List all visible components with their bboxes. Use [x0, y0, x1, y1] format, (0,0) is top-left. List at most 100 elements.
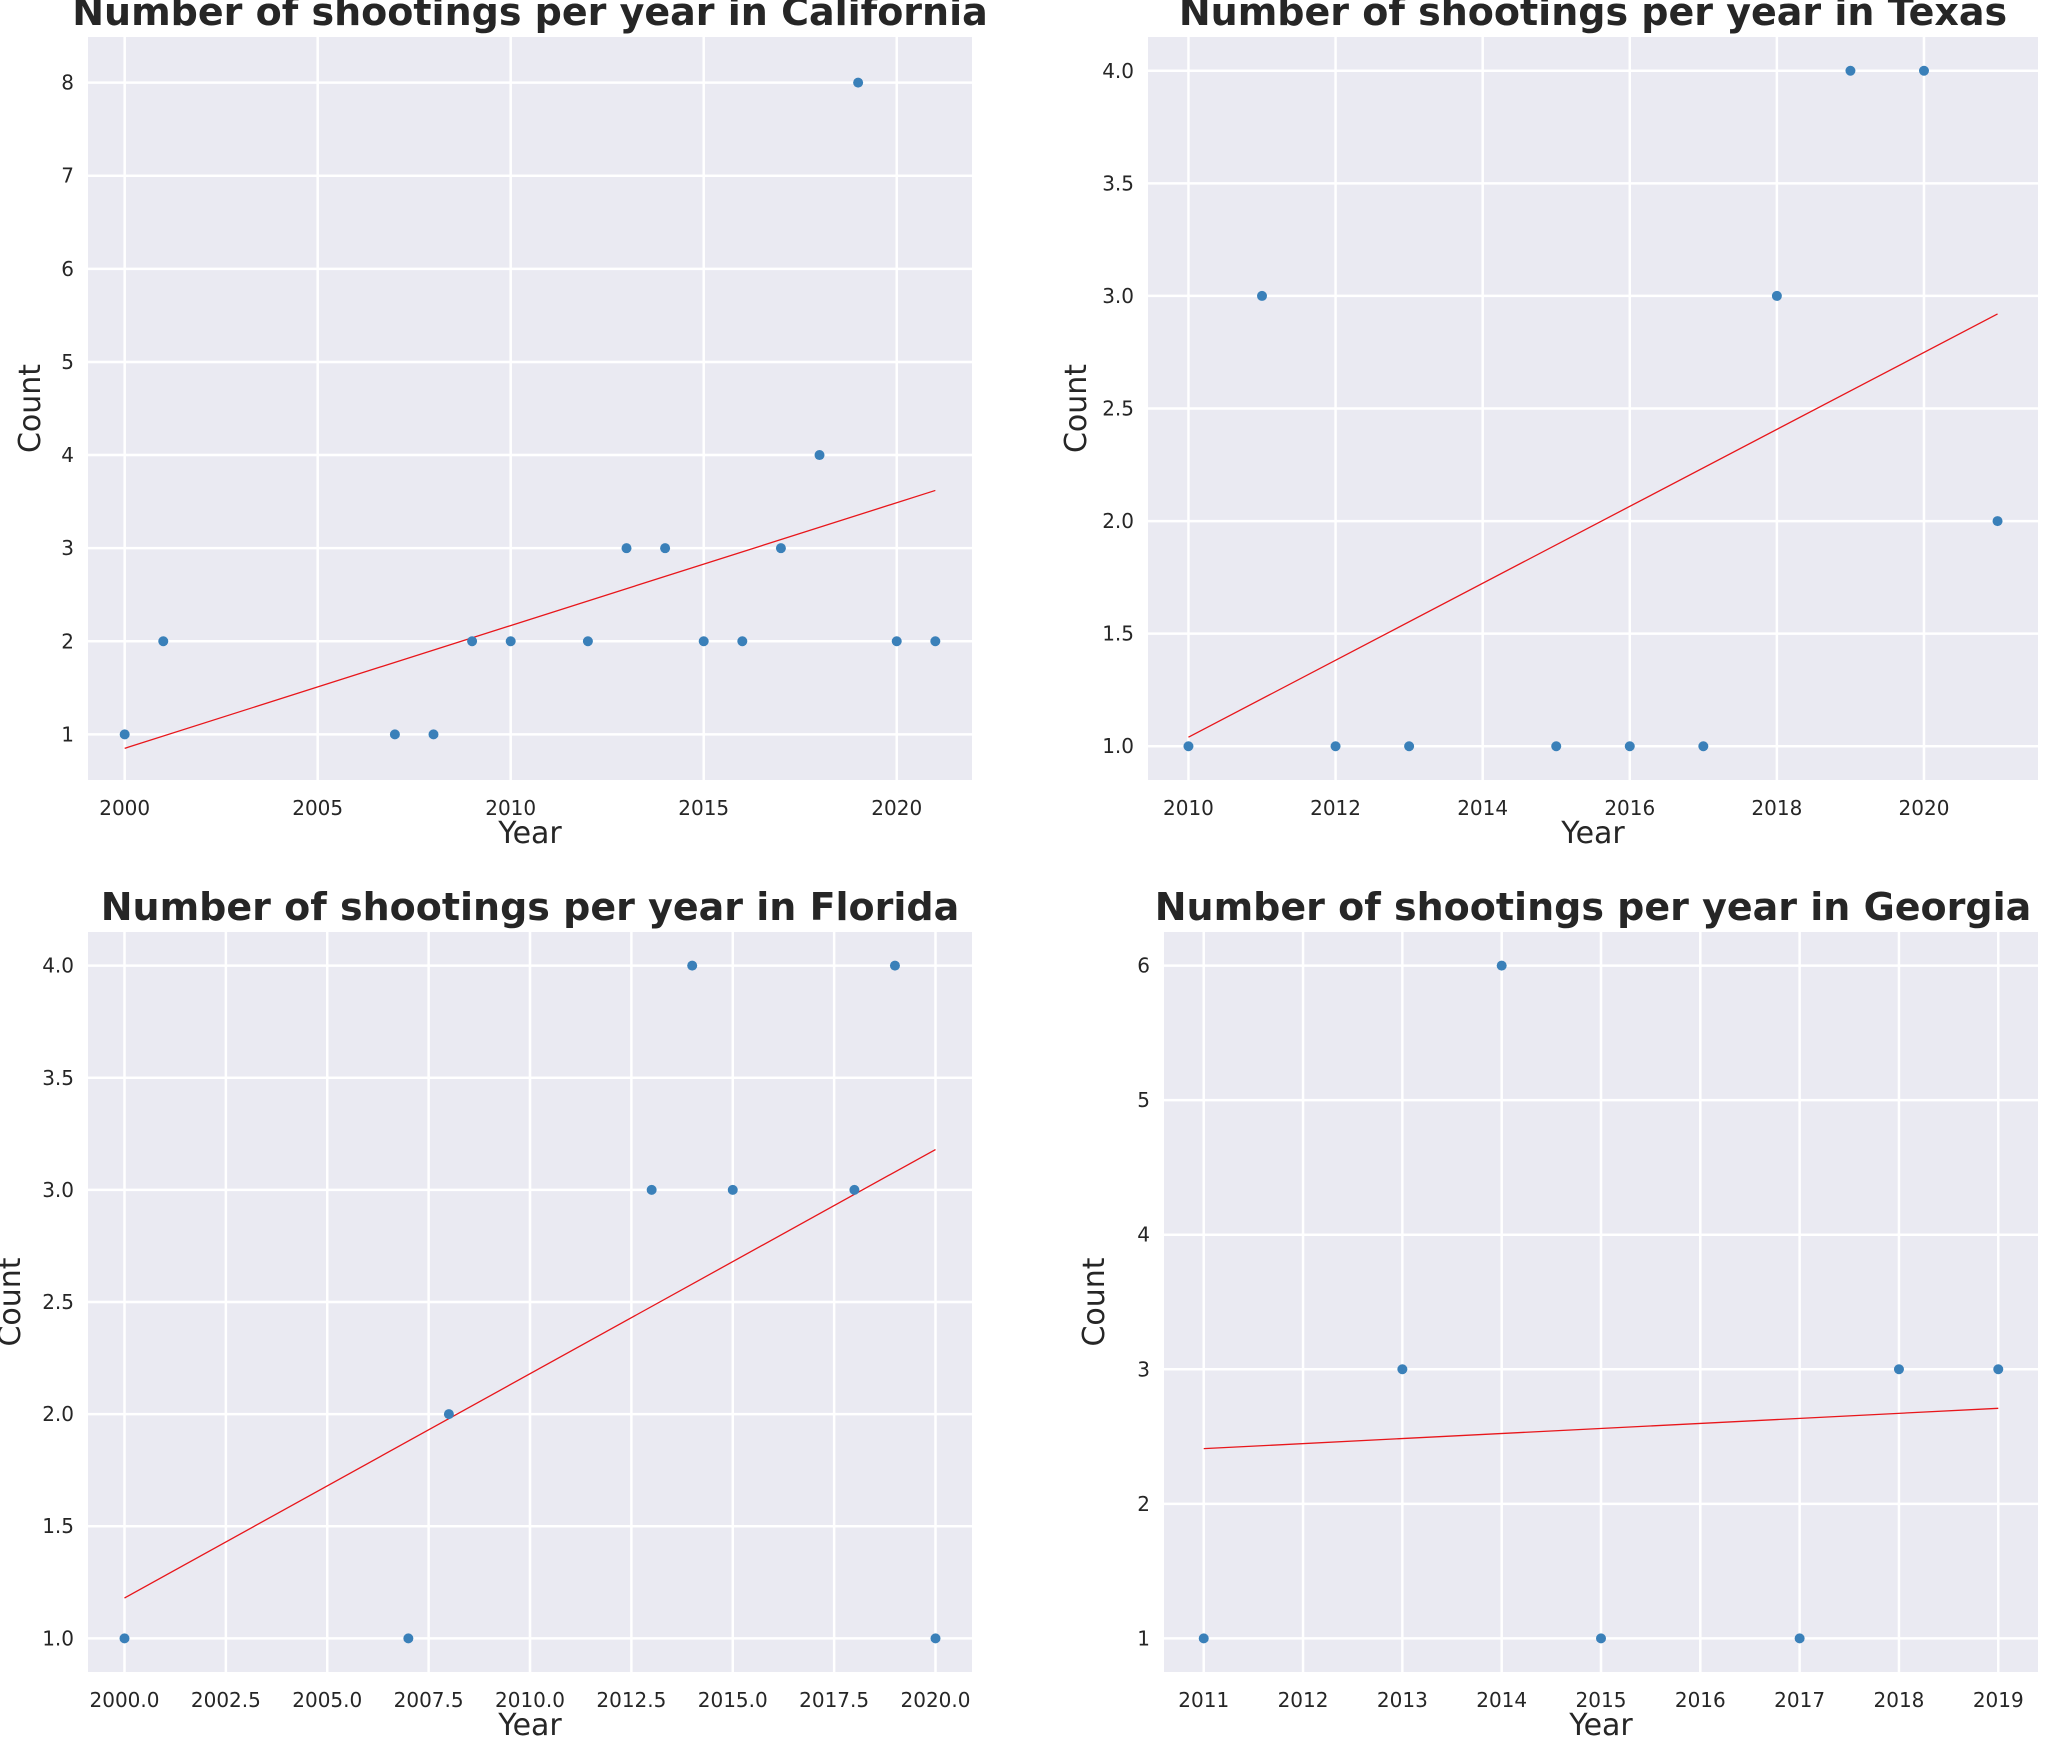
- data-point: [1257, 290, 1268, 301]
- trend-line: [1188, 313, 1998, 738]
- x-tick-label: 2010: [1163, 796, 1214, 820]
- x-tick-label: 2010: [485, 796, 536, 820]
- y-tick-label: 1.5: [1102, 622, 1134, 646]
- x-tick-label: 2012: [1278, 1688, 1329, 1712]
- y-tick-label: 1.5: [42, 1514, 74, 1538]
- y-tick-label: 7: [61, 164, 74, 188]
- data-point: [1893, 1364, 1904, 1375]
- trend-line: [1203, 1407, 1999, 1450]
- data-point: [119, 729, 130, 740]
- data-point: [889, 960, 900, 971]
- data-point: [891, 636, 902, 647]
- data-point: [403, 1633, 414, 1644]
- x-tick-label: 2012.5: [596, 1688, 666, 1712]
- data-point: [1918, 65, 1929, 76]
- x-axis-label: Year: [1568, 1708, 1633, 1743]
- data-point: [1992, 516, 2003, 527]
- y-tick-label: 4.0: [42, 954, 74, 978]
- chart-title: Number of shootings per year in Florida: [101, 885, 960, 929]
- y-tick-label: 1.0: [42, 1626, 74, 1650]
- y-tick-label: 4.0: [1102, 59, 1134, 83]
- data-point: [1397, 1364, 1408, 1375]
- x-tick-label: 2007.5: [394, 1688, 464, 1712]
- data-point: [1698, 741, 1709, 752]
- y-tick-label: 6: [1137, 954, 1150, 978]
- y-tick-label: 3: [61, 536, 74, 560]
- x-tick-label: 2000: [99, 796, 150, 820]
- x-tick-label: 2019: [1973, 1688, 2024, 1712]
- data-point: [443, 1409, 454, 1420]
- data-point: [1845, 65, 1856, 76]
- chart-title: Number of shootings per year in Texas: [1179, 0, 2007, 34]
- y-tick-label: 3.5: [1102, 171, 1134, 195]
- x-tick-label: 2017.5: [799, 1688, 869, 1712]
- x-tick-label: 2018: [1751, 796, 1802, 820]
- x-tick-label: 2020: [871, 796, 922, 820]
- y-tick-label: 3.5: [42, 1066, 74, 1090]
- data-point: [930, 636, 941, 647]
- data-point: [467, 636, 478, 647]
- y-tick-label: 8: [61, 71, 74, 95]
- data-point: [1330, 741, 1341, 752]
- y-tick-label: 5: [1137, 1088, 1150, 1112]
- chart-panel-3: 2000.0 2002.5 2005.0 2007.5 2010.0 2012.5 2015…: [0, 885, 972, 1743]
- data-point: [1404, 741, 1415, 752]
- y-tick-label: 2: [1137, 1492, 1150, 1516]
- y-axis-label: Count: [13, 364, 48, 453]
- x-tick-label: 2017: [1774, 1688, 1825, 1712]
- data-point: [737, 636, 748, 647]
- data-point: [775, 543, 786, 554]
- y-tick-label: 1.0: [1102, 734, 1134, 758]
- x-tick-label: 2014: [1476, 1688, 1527, 1712]
- data-point: [1794, 1633, 1805, 1644]
- data-point: [687, 960, 698, 971]
- y-tick-label: 2.0: [1102, 509, 1134, 533]
- data-point: [1624, 741, 1635, 752]
- data-point: [849, 1184, 860, 1195]
- data-point: [119, 1633, 130, 1644]
- data-point: [646, 1184, 657, 1195]
- y-tick-label: 2.5: [42, 1290, 74, 1314]
- y-tick-label: 2.5: [1102, 397, 1134, 421]
- y-tick-label: 4: [1137, 1223, 1150, 1247]
- y-tick-label: 2: [61, 629, 74, 653]
- y-axis-label: Count: [1077, 1257, 1112, 1346]
- data-point: [727, 1184, 738, 1195]
- x-tick-label: 2012: [1310, 796, 1361, 820]
- data-point: [505, 636, 516, 647]
- data-point: [698, 636, 709, 647]
- data-point: [1771, 290, 1782, 301]
- chart-title: Number of shootings per year in Georgia: [1155, 885, 2032, 929]
- data-point: [1496, 960, 1507, 971]
- x-tick-label: 2005.0: [292, 1688, 362, 1712]
- data-point: [853, 77, 864, 88]
- y-tick-label: 6: [61, 257, 74, 281]
- y-tick-label: 3.0: [1102, 284, 1134, 308]
- data-point: [1551, 741, 1562, 752]
- trend-line: [124, 1148, 936, 1599]
- chart-panel-1: 2000 2005 2010 2015 2020 1 2 3 4 5 6 7 8 Number of sh…: [13, 0, 988, 851]
- data-point: [1596, 1633, 1606, 1644]
- x-tick-label: 2018: [1874, 1688, 1925, 1712]
- y-tick-label: 5: [61, 350, 74, 374]
- x-tick-label: 2013: [1377, 1688, 1428, 1712]
- x-tick-label: 2015: [1576, 1688, 1627, 1712]
- x-tick-label: 2016: [1604, 796, 1655, 820]
- x-tick-label: 2015: [678, 796, 729, 820]
- y-tick-label: 2.0: [42, 1402, 74, 1426]
- x-tick-label: 2020: [1899, 796, 1950, 820]
- chart-panel-4: 2011 2012 2013 2014 2015 2016 2017 2018 2019 1 2 3 4…: [1077, 885, 2038, 1743]
- data-point: [158, 636, 169, 647]
- data-point: [621, 543, 632, 554]
- data-point: [930, 1633, 941, 1644]
- plot-area: [88, 37, 972, 780]
- data-point: [660, 543, 671, 554]
- y-axis-label: Count: [1059, 364, 1094, 453]
- x-axis-label: Year: [497, 1708, 562, 1743]
- x-tick-label: 2005: [292, 796, 343, 820]
- x-tick-label: 2002.5: [191, 1688, 261, 1712]
- data-point: [1993, 1364, 2004, 1375]
- data-point: [428, 729, 439, 740]
- x-tick-label: 2020.0: [901, 1688, 971, 1712]
- x-tick-label: 2015.0: [698, 1688, 768, 1712]
